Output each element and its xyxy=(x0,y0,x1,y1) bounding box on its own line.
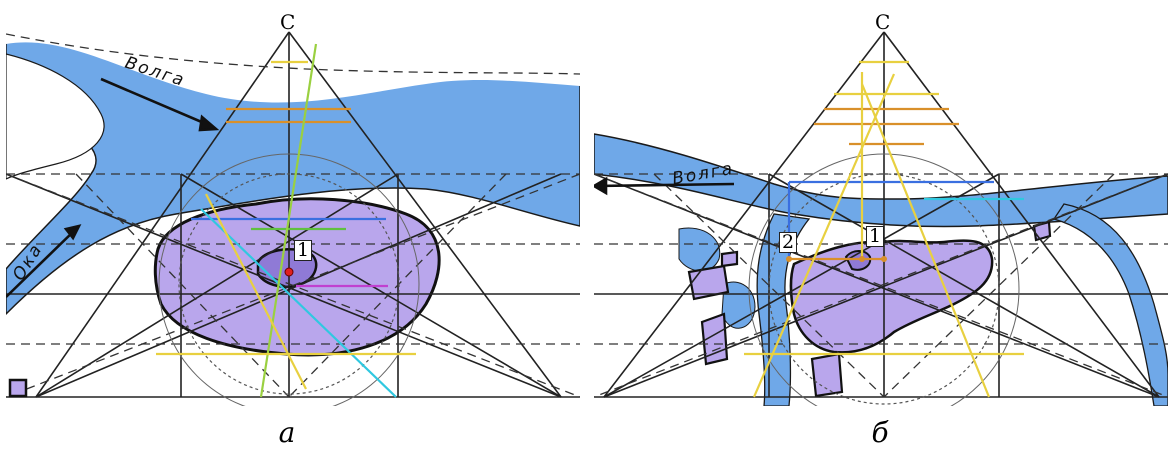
point-marker-3 xyxy=(881,256,887,262)
circle-inner-b xyxy=(768,173,1000,405)
caption-a: а xyxy=(278,416,296,449)
left-white-bay xyxy=(6,53,105,180)
city-core-b xyxy=(844,250,872,271)
small-city-block-a xyxy=(8,378,28,398)
point-marker-red xyxy=(284,267,294,277)
circle-inner-a xyxy=(178,173,400,395)
river-right-branch-b xyxy=(1052,203,1168,406)
point-label-2-b: 2 xyxy=(779,232,798,253)
circle-outer-b xyxy=(748,153,1020,406)
apex-label-b: C xyxy=(875,14,891,34)
arrows-a xyxy=(6,77,220,298)
city-blocks-b xyxy=(687,220,1052,398)
diagram-panel-a: C Волга Ока 1 xyxy=(6,14,580,406)
point-marker-1 xyxy=(859,256,865,262)
river-volga-b xyxy=(594,133,1168,228)
water-patch-1 xyxy=(678,227,721,272)
apex-label-a: C xyxy=(280,14,296,34)
point-marker-2 xyxy=(786,256,792,262)
point-label-1-b: 1 xyxy=(866,226,885,247)
arrows-b xyxy=(594,176,735,196)
caption-b: б xyxy=(871,416,889,449)
river-bank-white xyxy=(6,14,580,103)
city-area-b xyxy=(789,239,994,354)
diagram-a-svg xyxy=(6,14,580,406)
accent-lines-a xyxy=(156,43,416,398)
accent-lines-b xyxy=(744,60,1024,398)
point-label-1-a: 1 xyxy=(294,240,313,261)
circle-outer-a xyxy=(158,153,420,406)
diagram-panel-b: C Волга 2 1 xyxy=(594,14,1168,406)
diagram-b-svg xyxy=(594,31,1168,406)
dashed-lines-a xyxy=(6,33,580,398)
